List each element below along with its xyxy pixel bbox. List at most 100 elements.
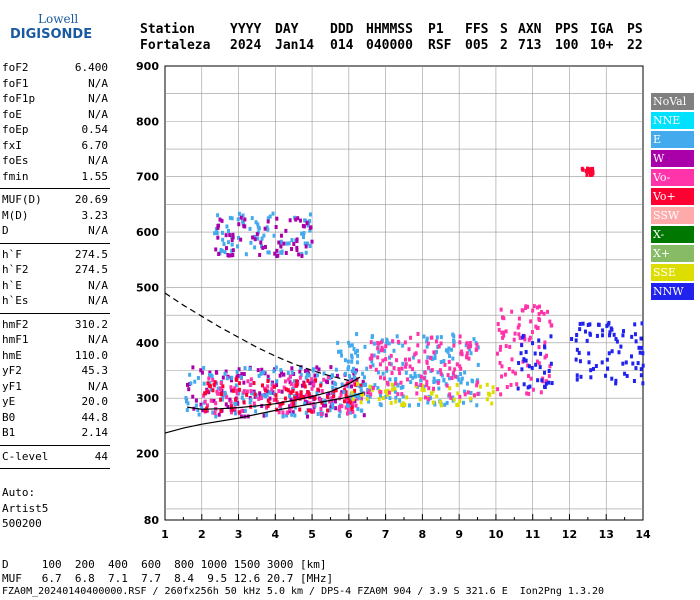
- echo-pixel: [295, 379, 299, 384]
- echo-pixel: [529, 376, 533, 381]
- echo-pixel: [226, 240, 230, 245]
- echo-pixel: [353, 388, 357, 393]
- echo-pixel: [501, 335, 505, 340]
- echo-pixel: [235, 391, 239, 396]
- echo-pixel: [400, 402, 404, 407]
- echo-pixel: [588, 331, 592, 336]
- echo-pixel: [453, 367, 457, 372]
- echo-pixel: [504, 329, 508, 334]
- echo-pixel: [455, 362, 459, 367]
- echo-pixel: [293, 401, 297, 406]
- echo-pixel: [538, 365, 542, 370]
- echo-pixel: [429, 355, 433, 360]
- echo-pixel: [299, 390, 303, 395]
- echo-pixel: [351, 397, 355, 402]
- echo-pixel: [217, 251, 221, 256]
- echo-pixel: [215, 231, 219, 236]
- echo-pixel: [456, 391, 460, 396]
- echo-pixel: [290, 366, 294, 371]
- echo-pixel: [619, 344, 623, 349]
- echo-pixel: [320, 400, 324, 405]
- echo-pixel: [253, 237, 257, 242]
- x-tick-label: 7: [382, 528, 390, 541]
- header-label-0: Station: [140, 22, 195, 37]
- echo-pixel: [539, 351, 543, 356]
- echo-pixel: [549, 334, 553, 339]
- echo-pixel: [203, 399, 207, 404]
- echo-pixel: [376, 346, 380, 351]
- param-name: D: [2, 224, 9, 237]
- echo-pixel: [548, 319, 552, 324]
- echo-pixel: [384, 357, 388, 362]
- x-tick-label: 13: [599, 528, 614, 541]
- echo-pixel: [607, 351, 611, 356]
- echo-pixel: [574, 338, 578, 343]
- param-value: 110.0: [74, 348, 108, 362]
- param-name: h`F2: [2, 263, 29, 276]
- echo-pixel: [243, 366, 247, 371]
- echo-pixel: [396, 339, 400, 344]
- echo-pixel: [417, 373, 421, 378]
- echo-pixel: [301, 223, 305, 228]
- echo-pixel: [485, 397, 489, 402]
- echo-pixel: [308, 401, 312, 406]
- echo-pixel: [217, 412, 221, 417]
- echo-pixel: [430, 357, 434, 362]
- echo-pixel: [231, 232, 235, 237]
- echo-pixel: [414, 374, 418, 379]
- echo-pixel: [479, 384, 483, 389]
- echo-pixel: [498, 360, 502, 365]
- param-row: hmE 110.0: [2, 349, 108, 362]
- echo-pixel: [349, 398, 353, 403]
- echo-pixel: [499, 307, 503, 312]
- echo-pixel: [449, 347, 453, 352]
- echo-pixel: [367, 389, 371, 394]
- echo-pixel: [256, 236, 260, 241]
- echo-pixel: [274, 393, 278, 398]
- x-tick-label: 10: [488, 528, 504, 541]
- echo-pixel: [452, 371, 456, 376]
- echo-pixel: [442, 377, 446, 382]
- echo-pixel: [248, 400, 252, 405]
- echo-pixel: [601, 328, 605, 333]
- echo-pixel: [381, 371, 385, 376]
- echo-pixel: [396, 392, 400, 397]
- echo-pixel: [523, 337, 527, 342]
- echo-pixel: [604, 373, 608, 378]
- echo-pixel: [423, 395, 427, 400]
- echo-pixel: [400, 392, 404, 397]
- scaler-label: Auto:: [2, 486, 36, 499]
- echo-pixel: [220, 397, 224, 402]
- echo-pixel: [614, 381, 618, 386]
- echo-pixel: [411, 367, 415, 372]
- echo-pixel: [264, 413, 268, 418]
- echo-pixel: [201, 408, 205, 413]
- echo-pixel: [419, 374, 423, 379]
- echo-pixel: [277, 389, 281, 394]
- echo-pixel: [414, 384, 418, 389]
- echo-pixel: [208, 381, 212, 386]
- param-name: foF1: [2, 76, 29, 90]
- echo-pixel: [432, 386, 436, 391]
- echo-pixel: [350, 355, 354, 360]
- echo-pixel: [490, 401, 494, 406]
- echo-pixel: [305, 400, 309, 405]
- param-row: B0 44.8: [2, 411, 108, 424]
- echo-pixel: [280, 249, 284, 254]
- echo-pixel: [350, 407, 354, 412]
- echo-pixel: [422, 376, 426, 381]
- echo-pixel: [212, 398, 216, 403]
- echo-pixel: [221, 384, 225, 389]
- echo-pixel: [194, 403, 198, 408]
- echo-pixel: [430, 368, 434, 373]
- echo-pixel: [219, 391, 223, 396]
- param-name: C-level: [2, 449, 49, 463]
- echo-pixel: [460, 349, 464, 354]
- echo-pixel: [460, 352, 464, 357]
- echo-pixel: [509, 382, 513, 387]
- param-row: foEs N/A: [2, 154, 108, 167]
- echo-pixel: [327, 391, 331, 396]
- echo-pixel: [231, 253, 235, 258]
- x-tick-label: 9: [455, 528, 463, 541]
